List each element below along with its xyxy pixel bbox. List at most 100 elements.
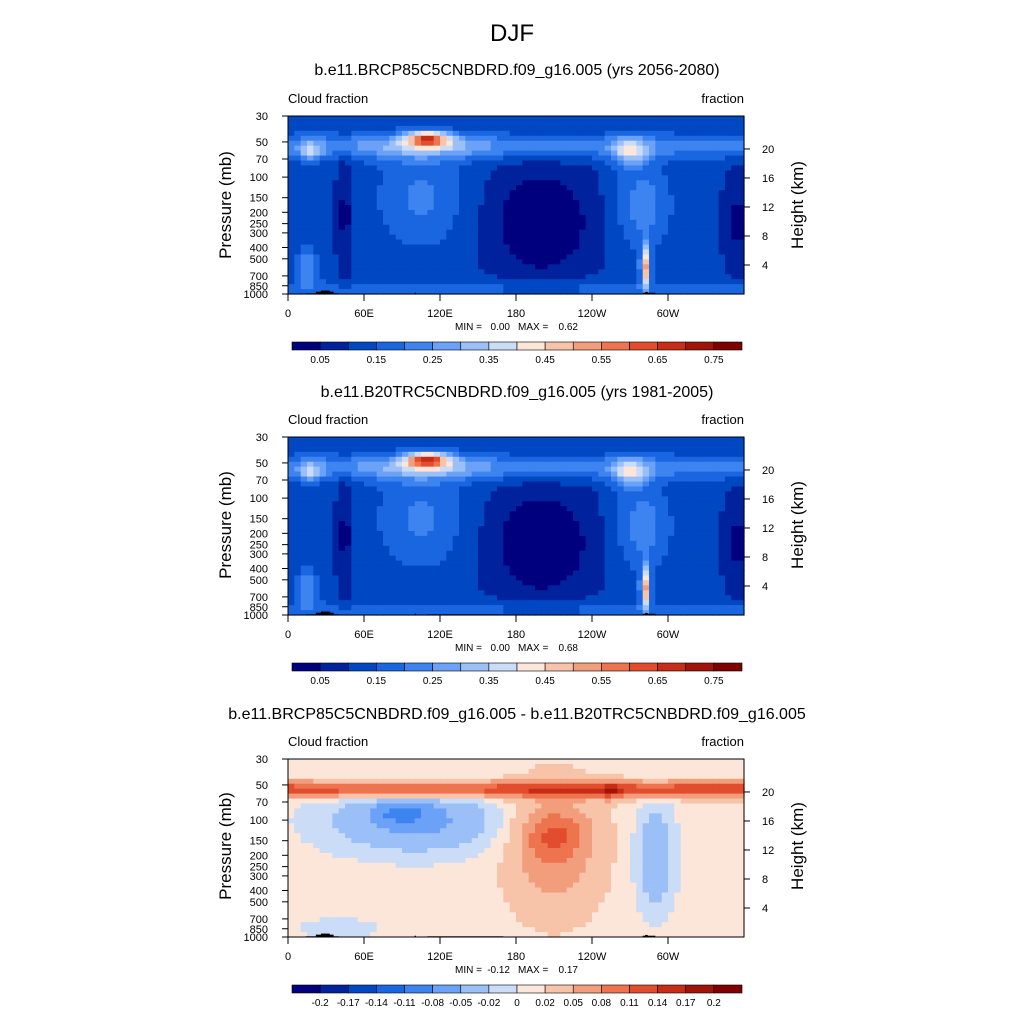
heatmap-cell	[395, 234, 403, 241]
heatmap-cell	[357, 545, 365, 552]
heatmap-cell	[300, 249, 308, 256]
heatmap-cell	[484, 289, 492, 295]
heatmap-cell	[611, 175, 618, 181]
heatmap-cell	[421, 289, 428, 295]
heatmap-cell	[604, 120, 612, 127]
heatmap-cell	[300, 526, 308, 532]
heatmap-cell	[497, 130, 504, 137]
heatmap-cell	[661, 437, 669, 443]
heatmap-cell	[421, 476, 428, 483]
heatmap-cell	[604, 476, 612, 483]
heatmap-cell	[706, 160, 713, 167]
heatmap-cell	[731, 506, 739, 512]
heatmap-cell	[497, 180, 504, 186]
heatmap-cell	[440, 120, 447, 127]
heatmap-cell	[642, 224, 650, 231]
heatmap-cell	[687, 555, 694, 562]
heatmap-cell	[636, 570, 644, 577]
heatmap-cell	[680, 195, 688, 201]
heatmap-cell	[370, 185, 378, 191]
heatmap-cell	[446, 150, 454, 157]
heatmap-cell	[547, 219, 555, 226]
heatmap-cell	[655, 540, 663, 547]
heatmap-cell	[668, 437, 675, 443]
heatmap-cell	[326, 550, 333, 557]
heatmap-cell	[674, 486, 682, 492]
heatmap-cell	[630, 170, 637, 176]
heatmap-cell	[541, 195, 549, 201]
heatmap-cell	[706, 501, 713, 507]
heatmap-cell	[402, 476, 409, 483]
heatmap-cell	[446, 461, 454, 468]
heatmap-cell	[731, 570, 739, 577]
heatmap-cell	[579, 496, 587, 502]
heatmap-cell	[376, 506, 384, 512]
heatmap-cell	[484, 446, 492, 453]
y-tick-label: 300	[250, 228, 268, 240]
heatmap-cell	[541, 540, 549, 547]
heatmap-cell	[642, 535, 650, 542]
heatmap-cell	[427, 481, 435, 488]
heatmap-cell	[528, 590, 536, 596]
heatmap-cell	[509, 580, 517, 586]
heatmap-cell	[351, 580, 359, 586]
heatmap-cell	[440, 496, 447, 502]
heatmap-cell	[490, 550, 498, 557]
heatmap-cell	[541, 456, 549, 463]
heatmap-cell	[623, 284, 631, 290]
heatmap-cell	[725, 451, 732, 458]
heatmap-cell	[541, 259, 549, 265]
heatmap-cell	[395, 205, 403, 211]
heatmap-cell	[395, 486, 403, 492]
heatmap-cell	[484, 456, 492, 463]
heatmap-cell	[642, 180, 650, 186]
heatmap-cell	[376, 165, 384, 171]
heatmap-cell	[503, 491, 511, 497]
heatmap-cell	[687, 229, 694, 236]
heatmap-cell	[408, 244, 416, 251]
heatmap-cell	[680, 441, 688, 448]
heatmap-cell	[592, 486, 599, 492]
heatmap-cell	[376, 491, 384, 497]
heatmap-cell	[351, 451, 359, 458]
heatmap-cell	[446, 274, 454, 280]
heatmap-cell	[452, 560, 460, 567]
heatmap-cell	[617, 155, 625, 162]
heatmap-cell	[535, 550, 542, 557]
heatmap-cell	[535, 580, 542, 586]
heatmap-cell	[706, 180, 713, 186]
heatmap-cell	[338, 456, 346, 463]
heatmap-cell	[585, 481, 593, 488]
heatmap-cell	[357, 200, 365, 206]
heatmap-cell	[566, 491, 574, 497]
heatmap-cell	[421, 249, 428, 256]
heatmap-cell	[731, 284, 739, 290]
heatmap-cell	[370, 585, 378, 591]
heatmap-cell	[351, 209, 359, 216]
heatmap-cell	[357, 259, 365, 265]
heatmap-cell	[585, 521, 593, 527]
heatmap-cell	[642, 244, 650, 251]
heatmap-cell	[712, 560, 720, 567]
heatmap-cell	[668, 530, 675, 537]
heatmap-cell	[718, 451, 726, 458]
heatmap-cell	[579, 530, 587, 537]
heatmap-cell	[370, 451, 378, 458]
heatmap-cell	[604, 175, 612, 181]
heatmap-cell	[395, 130, 403, 137]
heatmap-cell	[680, 284, 688, 290]
heatmap-cell	[427, 259, 435, 265]
heatmap-cell	[522, 185, 530, 191]
heatmap-cell	[687, 466, 694, 473]
heatmap-cell	[446, 506, 454, 512]
heatmap-cell	[712, 526, 720, 532]
heatmap-cell	[414, 575, 422, 581]
heatmap-cell	[402, 175, 409, 181]
heatmap-cell	[655, 234, 663, 241]
heatmap-cell	[414, 540, 422, 547]
colorbar-box	[713, 341, 743, 351]
heatmap-cell	[364, 264, 371, 270]
heatmap-cell	[414, 145, 422, 152]
heatmap-cell	[484, 195, 492, 201]
heatmap-cell	[560, 565, 568, 572]
